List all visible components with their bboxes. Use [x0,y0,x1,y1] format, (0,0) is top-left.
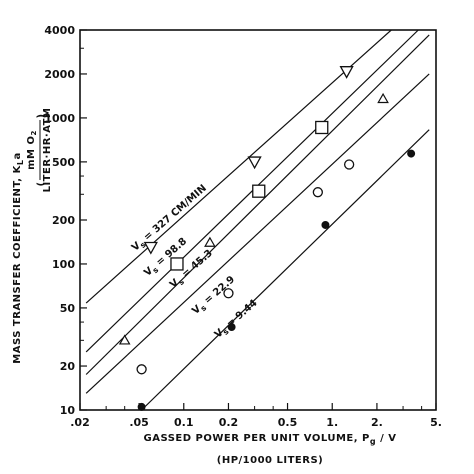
series-line [85,29,392,304]
y-tick-label: 20 [60,360,76,373]
tick-layer: .02 .05 0.1 0.2 0.5 1. 2. 5. 10 20 50 100 200 500 1000… [44,24,442,429]
x-tick-label: .05 [129,416,149,429]
y-tick-label: 500 [52,156,75,169]
y-axis-units-group: ( mM O2 LITER·HR·ATM ) [26,108,53,193]
data-point-square [252,184,266,198]
y-axis-paren-open: ( [36,181,47,186]
x-tick-label: 0.5 [278,416,298,429]
y-axis-units-denominator: LITER·HR·ATM [42,108,53,193]
series-line [85,34,430,375]
y-axis-title-group: MASS TRANSFER COEFFICIENT, KLa [12,152,25,363]
y-axis-units-numerator: mM O2 [26,130,38,170]
y-tick-label: 100 [52,258,75,271]
data-point-layer [118,66,416,411]
data-point-circle-open [312,187,323,198]
y-tick-label: 50 [60,302,76,315]
x-tick-label: 0.1 [174,416,194,429]
data-point-triangle-down [143,241,158,255]
y-tick-label: 1000 [44,112,75,125]
data-point-circle-filled [407,149,416,158]
data-point-circle-open [223,288,234,299]
data-point-circle-open [136,364,147,375]
data-point-triangle-up [204,236,216,247]
x-axis-title: GASSED POWER PER UNIT VOLUME, Pg / V [144,433,397,446]
data-point-triangle-up [118,334,131,345]
y-tick-label: 4000 [44,24,75,37]
x-tick-label: 1. [326,416,338,429]
data-point-circle-filled [321,220,330,229]
data-point-circle-filled [227,323,236,332]
series-label: Vs = 9.44 [213,298,261,342]
x-tick-label: .02 [70,416,90,429]
y-axis-title: MASS TRANSFER COEFFICIENT, KLa [12,152,25,363]
x-tick-label: 5. [430,416,442,429]
y-tick-label: 10 [60,404,76,417]
y-axis-paren-close: ) [36,113,47,118]
data-point-square [315,120,329,135]
series-line-layer [85,29,430,411]
series-line [141,129,430,411]
series-label: Vs = 327 CM/MIN [130,183,210,255]
y-tick-label: 200 [52,214,75,227]
x-axis-units: (HP/1000 LITERS) [217,455,323,466]
data-point-square [170,257,184,271]
x-tick-label: 2. [371,416,383,429]
series-line [85,73,430,394]
data-point-triangle-down [339,66,354,79]
data-point-triangle-up [377,92,389,104]
data-point-circle-filled [137,402,146,411]
data-point-triangle-down [247,156,262,170]
data-point-circle-open [343,159,355,170]
plot-frame [79,29,437,411]
x-tick-label: 0.2 [219,416,239,429]
y-tick-label: 2000 [44,68,75,81]
